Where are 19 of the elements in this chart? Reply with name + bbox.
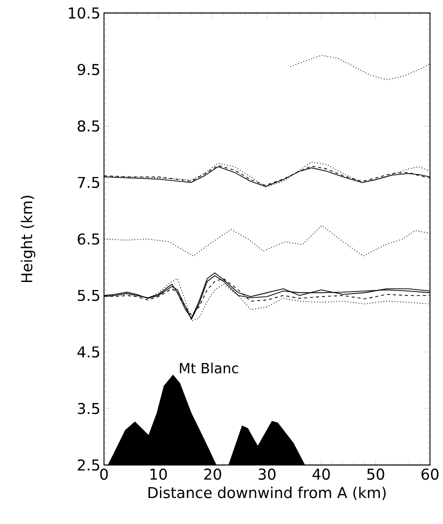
y-axis-title: Height (km) (20, 196, 36, 282)
x-tick-label: 20 (204, 468, 222, 480)
y-tick-label: 8.5 (78, 120, 100, 132)
y-tick-label: 3.5 (78, 402, 100, 414)
y-tick-label: 7.5 (78, 176, 100, 188)
y-tick-label: 10.5 (68, 7, 100, 19)
y-tick-label: 4.5 (77, 346, 100, 358)
x-tick-label: 0 (100, 468, 108, 480)
x-tick-label: 60 (422, 468, 439, 480)
x-axis-title: Distance downwind from A (km) (148, 486, 386, 500)
annotation: Mt Blanc (180, 362, 238, 374)
x-tick-label: 50 (367, 468, 384, 480)
x-tick-label: 10 (150, 468, 167, 480)
y-tick-label: 9.5 (78, 64, 100, 76)
y-tick-label: 2.5 (78, 459, 100, 471)
x-tick-label: 40 (312, 468, 330, 480)
y-tick-label: 5.5 (78, 290, 100, 302)
y-tick-label: 6.5 (78, 233, 100, 245)
x-tick-label: 30 (258, 468, 276, 480)
